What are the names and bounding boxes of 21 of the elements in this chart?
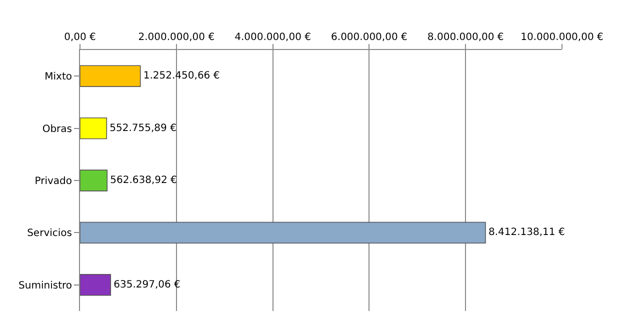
bar xyxy=(80,117,108,140)
x-tick-label: 10.000.000,00 € xyxy=(520,32,604,43)
data-label: 562.638,92 € xyxy=(110,175,177,186)
data-label: 552.755,89 € xyxy=(110,122,176,134)
bar xyxy=(80,65,141,87)
x-tick-label: 4.000.000,00 € xyxy=(234,32,311,43)
data-label: 1.252.450,66 € xyxy=(143,70,220,82)
y-tick-label: Mixto xyxy=(44,72,72,83)
x-tick-label: 8.000.000,00 € xyxy=(427,32,504,43)
x-tick-label: 0,00 € xyxy=(64,32,96,43)
y-tick-label: Privado xyxy=(34,176,72,187)
y-tick-label: Servicios xyxy=(27,228,72,240)
bar xyxy=(80,274,112,296)
y-tick-label: Suministro xyxy=(18,280,72,292)
bar xyxy=(80,170,108,192)
data-label: 635.297,06 € xyxy=(114,279,180,290)
bar xyxy=(80,222,486,244)
x-tick-label: 2.000.000,00 € xyxy=(138,32,215,43)
x-tick-label: 6.000.000,00 € xyxy=(331,32,408,43)
y-tick-label: Obras xyxy=(42,124,72,135)
data-label: 8.412.138,11 € xyxy=(488,227,565,238)
